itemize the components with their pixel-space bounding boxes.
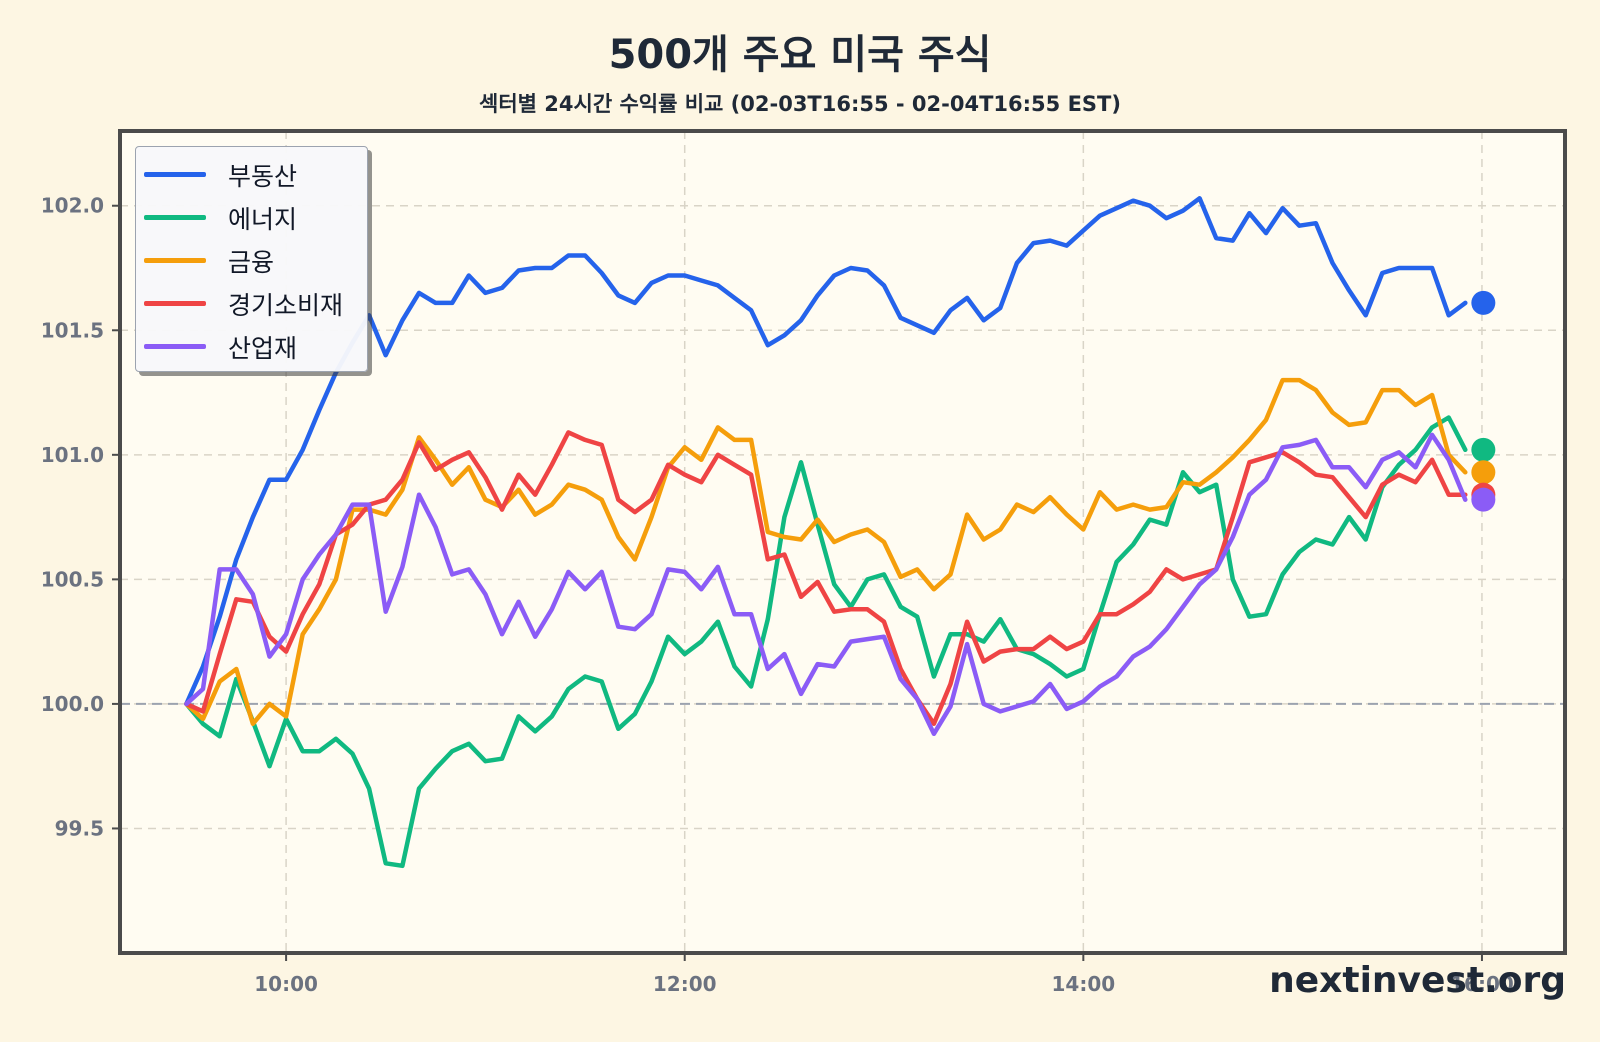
y-tick-label: 100.5 (41, 567, 104, 591)
legend-label: 경기소비재 (228, 290, 344, 320)
series-line-3 (184, 377, 1468, 727)
legend-swatch (144, 172, 206, 177)
legend-label: 부동산 (228, 161, 298, 191)
y-axis: 99.5 100.0 100.5 101.0 101.5 102.0 (41, 194, 120, 840)
legend-label: 산업재 (228, 333, 298, 363)
watermark: nextinvest.org (1269, 960, 1566, 1001)
legend-item: 에너지 (136, 196, 367, 239)
series-line-1 (184, 196, 1468, 707)
y-tick-label: 101.0 (41, 443, 104, 467)
x-tick-label: 16:00 (1450, 972, 1514, 996)
series-line-5 (184, 432, 1468, 737)
legend-swatch (144, 215, 206, 220)
y-tick-label: 99.5 (55, 816, 104, 840)
y-tick-label: 100.0 (41, 692, 104, 716)
legend-label: 에너지 (228, 204, 298, 234)
y-tick-label: 101.5 (41, 318, 104, 342)
legend-item: 경기소비재 (136, 282, 367, 325)
plot-frame (118, 129, 1567, 955)
series-line-4 (184, 430, 1468, 727)
legend-item: 금융 (136, 239, 367, 282)
x-axis: 10:00 12:00 14:00 16:00 (254, 953, 1514, 996)
chart-subtitle: 섹터별 24시간 수익률 비교 (02-03T16:55 - 02-04T16:… (479, 92, 1121, 116)
x-tick-label: 14:00 (1051, 972, 1115, 996)
series-endpoint-1 (1471, 290, 1496, 315)
legend-item: 산업재 (136, 325, 367, 368)
series-endpoint-5 (1471, 487, 1496, 512)
series-layer (184, 196, 1468, 869)
endpoint-layer (1471, 290, 1496, 512)
legend-swatch (144, 258, 206, 263)
series-endpoint-2 (1471, 437, 1496, 462)
legend-label: 금융 (228, 247, 275, 277)
series-endpoint-3 (1471, 460, 1496, 485)
legend-item: 부동산 (136, 153, 367, 196)
x-tick-label: 12:00 (653, 972, 717, 996)
legend-swatch (144, 344, 206, 349)
series-line-2 (184, 415, 1468, 869)
legend-swatch (144, 301, 206, 306)
chart-title: 500개 주요 미국 주식 (608, 32, 992, 78)
y-tick-label: 102.0 (41, 194, 104, 218)
x-tick-label: 10:00 (254, 972, 318, 996)
